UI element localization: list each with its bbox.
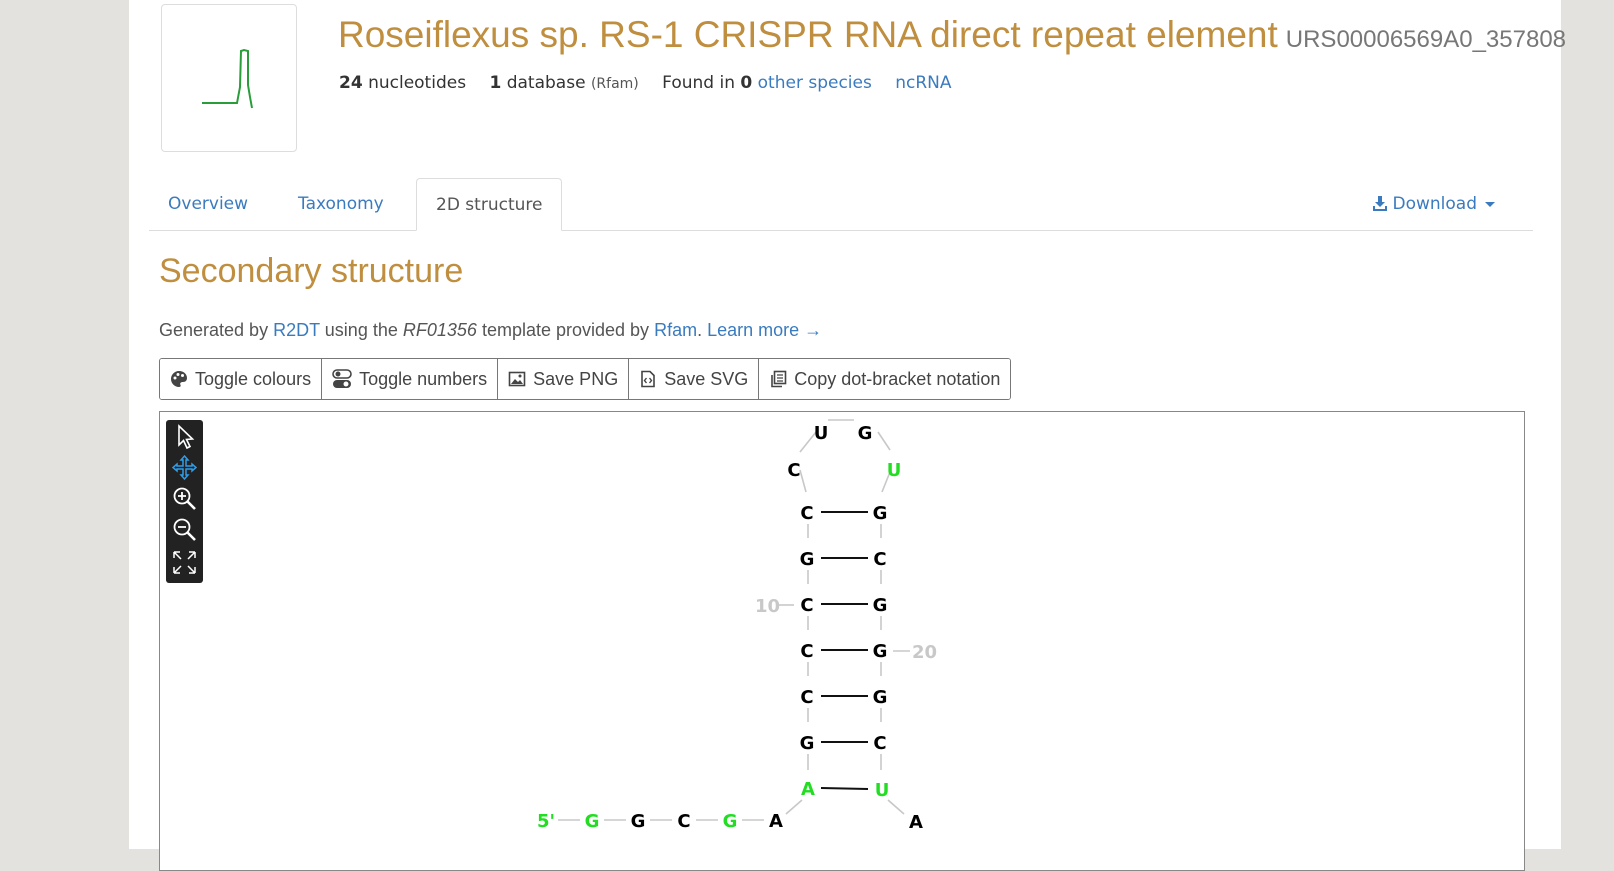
- code-file-icon: [641, 370, 656, 388]
- database-count: 1: [489, 73, 502, 93]
- toggle-numbers-label: Toggle numbers: [359, 369, 488, 389]
- nucleotide[interactable]: C: [800, 503, 813, 524]
- copy-dot-bracket-label: Copy dot-bracket notation: [794, 369, 1001, 389]
- zoom-out-icon[interactable]: [171, 516, 198, 543]
- palette-icon: [171, 371, 187, 387]
- zoom-in-icon[interactable]: [171, 485, 198, 512]
- viewer-toolbar: [166, 420, 203, 583]
- summary-metadata: 24 nucleotides 1 database (Rfam) Found i…: [339, 73, 952, 93]
- fit-to-screen-icon[interactable]: [171, 549, 198, 576]
- save-svg-label: Save SVG: [664, 369, 749, 389]
- nucleotide[interactable]: C: [873, 733, 886, 754]
- save-png-button[interactable]: Save PNG: [498, 359, 630, 399]
- base-pair-lines: [820, 511, 869, 790]
- tab-overview[interactable]: Overview: [168, 194, 249, 214]
- copy-dot-bracket-button[interactable]: Copy dot-bracket notation: [759, 359, 1011, 399]
- nucleotide-count: 24: [339, 73, 363, 93]
- toggle-colours-label: Toggle colours: [195, 369, 312, 389]
- copy-icon: [771, 370, 787, 388]
- chevron-down-icon: [1485, 201, 1495, 207]
- nucleotide[interactable]: U: [875, 780, 890, 801]
- nucleotide[interactable]: G: [873, 687, 888, 708]
- page-content: Roseiflexus sp. RS-1 CRISPR RNA direct r…: [129, 0, 1566, 871]
- nucleotides-label: nucleotides: [368, 73, 467, 93]
- save-png-label: Save PNG: [533, 369, 619, 389]
- database-name: (Rfam): [590, 76, 639, 92]
- database-label: database: [506, 73, 586, 93]
- using-the-text: using the: [324, 320, 398, 340]
- found-in-label: Found in: [662, 73, 735, 93]
- download-dropdown[interactable]: Download: [1372, 178, 1495, 230]
- generated-prefix: Generated by: [159, 320, 269, 340]
- learn-more-link[interactable]: Learn more →: [707, 320, 823, 340]
- section-heading: Secondary structure: [159, 252, 464, 290]
- nucleotide[interactable]: G: [631, 811, 646, 832]
- nucleotide[interactable]: C: [800, 595, 813, 616]
- toggle-numbers-button[interactable]: Toggle numbers: [322, 359, 499, 399]
- download-icon: [1373, 196, 1388, 211]
- nucleotide[interactable]: G: [800, 549, 815, 570]
- nucleotide[interactable]: G: [873, 595, 888, 616]
- nucleotide[interactable]: G: [873, 641, 888, 662]
- nucleotides: U G C U C G G C C G C G C G G C A U 5' G: [537, 423, 923, 833]
- save-svg-button[interactable]: Save SVG: [629, 359, 760, 399]
- nucleotide[interactable]: A: [769, 811, 783, 832]
- r2dt-link[interactable]: R2DT: [273, 320, 320, 340]
- nucleotide[interactable]: C: [787, 460, 800, 481]
- nucleotide[interactable]: G: [873, 503, 888, 524]
- tab-taxonomy[interactable]: Taxonomy: [298, 194, 384, 214]
- structure-viewer[interactable]: U G C U C G G C C G C G C G G C A U 5' G: [159, 411, 1525, 871]
- species-count: 0: [740, 73, 753, 93]
- rfam-link[interactable]: Rfam: [654, 320, 698, 340]
- nucleotide[interactable]: A: [909, 812, 923, 833]
- template-id: RF01356: [402, 320, 477, 340]
- template-provided-text: template provided by: [481, 320, 650, 340]
- toggle-colours-button[interactable]: Toggle colours: [160, 359, 323, 399]
- rna-type-link[interactable]: ncRNA: [895, 73, 952, 93]
- nucleotide[interactable]: U: [814, 423, 829, 444]
- hairpin-thumbnail-icon: [202, 48, 253, 109]
- nucleotide[interactable]: U: [887, 460, 902, 481]
- image-icon: [508, 371, 526, 387]
- page-title: Roseiflexus sp. RS-1 CRISPR RNA direct r…: [338, 14, 1566, 56]
- nucleotide[interactable]: C: [873, 549, 886, 570]
- nucleotide[interactable]: G: [723, 811, 738, 832]
- nucleotide[interactable]: A: [801, 779, 815, 800]
- nucleotide[interactable]: G: [585, 811, 600, 832]
- tab-bar: Overview Taxonomy 2D structure Download: [149, 178, 1533, 231]
- nucleotide[interactable]: C: [800, 687, 813, 708]
- urs-identifier: URS00006569A0_357808: [1285, 26, 1567, 53]
- five-prime-label: 5': [537, 811, 555, 832]
- backbone-lines: [558, 419, 910, 821]
- secondary-structure-diagram: U G C U C G G C C G C G C G G C A U 5' G: [537, 419, 937, 833]
- rna-title: Roseiflexus sp. RS-1 CRISPR RNA direct r…: [338, 14, 1278, 55]
- structure-thumbnail[interactable]: [161, 4, 297, 152]
- position-number: 20: [912, 642, 937, 663]
- other-species-link[interactable]: other species: [757, 73, 872, 93]
- nucleotide[interactable]: C: [677, 811, 690, 832]
- generated-by-text: Generated by R2DT using the RF01356 temp…: [159, 320, 823, 340]
- toggle-icon: [332, 369, 352, 388]
- nucleotide[interactable]: C: [800, 641, 813, 662]
- download-label: Download: [1392, 194, 1477, 214]
- tab-2d-structure[interactable]: 2D structure: [416, 178, 563, 231]
- nucleotide[interactable]: G: [800, 733, 815, 754]
- pointer-icon[interactable]: [171, 423, 198, 450]
- nucleotide[interactable]: G: [858, 423, 873, 444]
- structure-toolbar: Toggle colours Toggle numbers Save PNG S…: [159, 358, 1012, 400]
- position-number: 10: [755, 596, 780, 617]
- pan-move-icon[interactable]: [171, 454, 198, 481]
